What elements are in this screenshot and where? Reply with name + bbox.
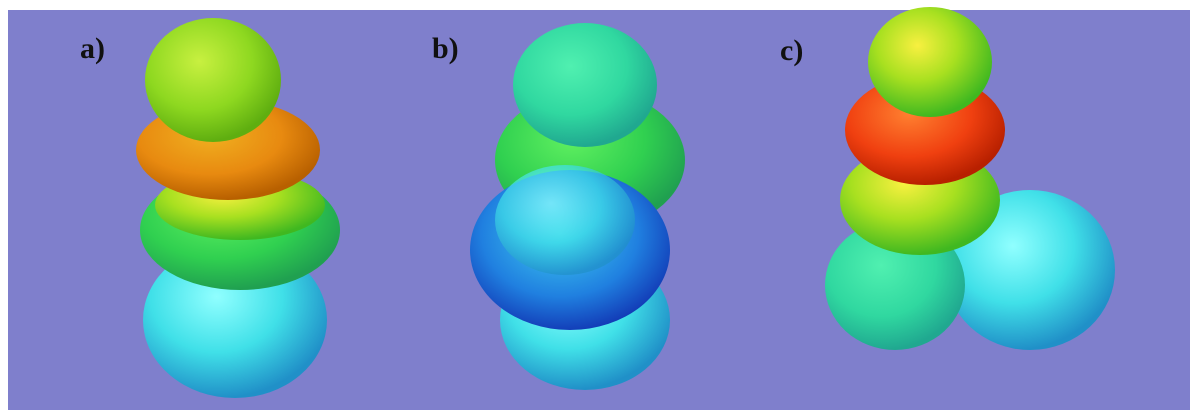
panel-label: b) (432, 32, 459, 65)
panel-label: c) (780, 34, 803, 67)
panel-label: a) (80, 32, 105, 65)
page: a) b) c) (() => { const data = JSON.pars… (0, 0, 1198, 419)
figure: a) b) c) (0, 0, 1198, 419)
